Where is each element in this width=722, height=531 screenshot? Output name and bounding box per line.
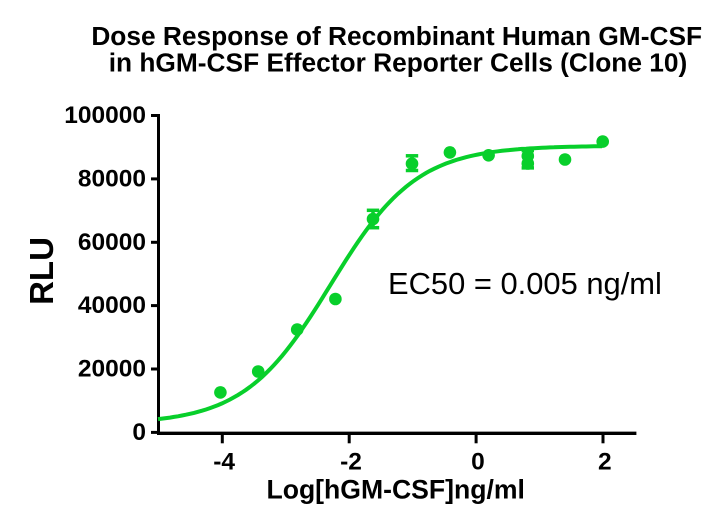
svg-text:0: 0	[132, 419, 146, 446]
svg-text:60000: 60000	[78, 229, 146, 256]
svg-text:RLU: RLU	[23, 237, 60, 305]
svg-text:-4: -4	[213, 449, 235, 476]
svg-text:100000: 100000	[64, 102, 146, 129]
svg-text:in hGM-CSF Effector Reporter C: in hGM-CSF Effector Reporter Cells (Clon…	[109, 47, 688, 77]
svg-text:20000: 20000	[78, 356, 146, 383]
svg-text:Dose Response of Recombinant H: Dose Response of Recombinant Human GM-CS…	[91, 21, 702, 51]
svg-text:2: 2	[598, 449, 612, 476]
svg-text:40000: 40000	[78, 292, 146, 319]
svg-text:EC50 = 0.005 ng/ml: EC50 = 0.005 ng/ml	[388, 266, 662, 301]
svg-text:80000: 80000	[78, 165, 146, 192]
svg-text:Log[hGM-CSF]ng/ml: Log[hGM-CSF]ng/ml	[266, 475, 524, 505]
svg-text:0: 0	[471, 449, 485, 476]
svg-text:-2: -2	[340, 449, 362, 476]
